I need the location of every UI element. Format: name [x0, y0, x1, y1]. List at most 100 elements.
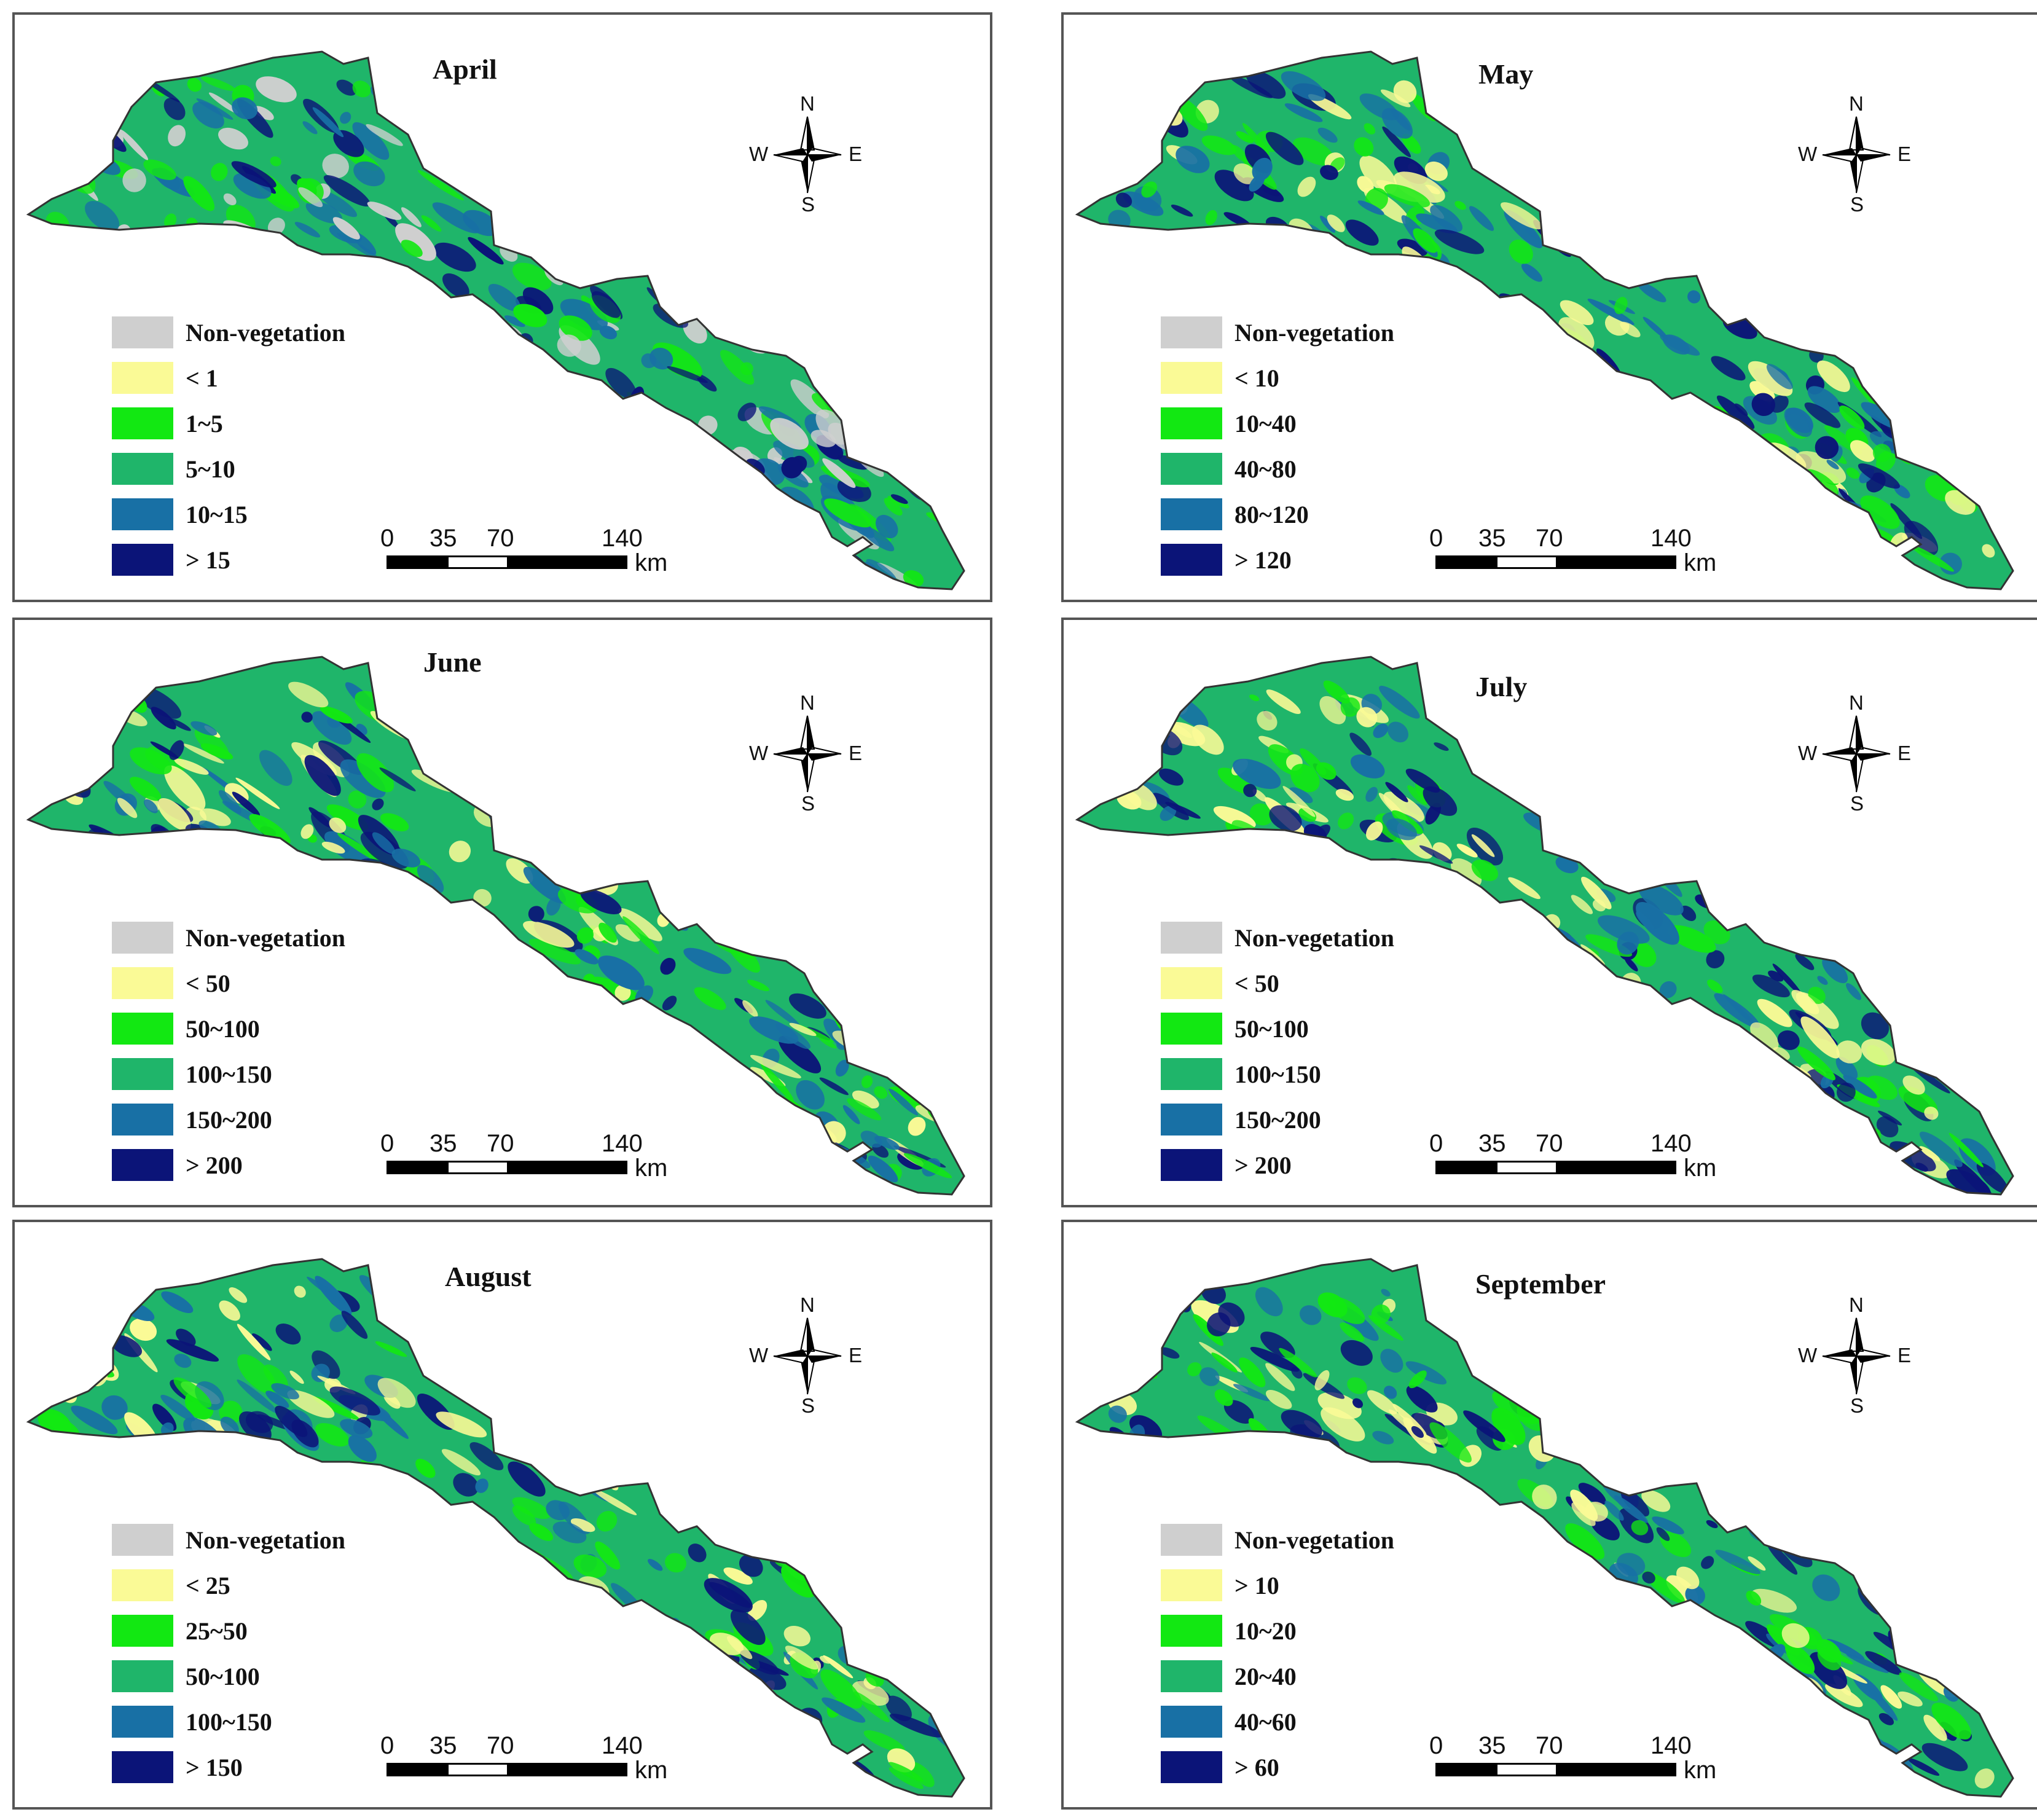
map-patch: [557, 786, 574, 803]
map-patch: [564, 1100, 586, 1117]
map-patch: [597, 825, 643, 857]
map-patch: [387, 330, 426, 347]
map-patch: [1795, 505, 1813, 524]
scale-tick-label: 70: [1536, 525, 1563, 552]
map-patch: [1904, 520, 1939, 555]
map-patch: [1803, 1102, 1827, 1126]
map-patch: [183, 743, 224, 764]
map-patch: [1786, 1644, 1815, 1674]
map-patch: [1689, 1659, 1720, 1682]
map-patch: [1583, 1412, 1623, 1446]
scale-tick-label: 140: [602, 1732, 643, 1759]
legend-label: < 25: [186, 1571, 230, 1599]
map-patch: [63, 1365, 81, 1385]
map-patch: [1603, 1467, 1623, 1481]
map-patch: [737, 402, 756, 422]
map-patch: [112, 1294, 128, 1310]
map-patch: [353, 308, 401, 334]
map-patch: [1545, 995, 1567, 1016]
map-patch: [1265, 131, 1304, 165]
map-patch: [735, 1776, 757, 1794]
map-patch: [743, 1704, 764, 1717]
map-patch: [1811, 1715, 1846, 1752]
map-patch: [300, 824, 314, 839]
map-patch: [1257, 711, 1278, 731]
map-patch: [1595, 1593, 1626, 1612]
map-patch: [1508, 877, 1541, 900]
map-patch: [1233, 268, 1265, 293]
map-patch: [740, 545, 758, 560]
legend-item: 50~100: [1161, 1006, 1394, 1051]
legend-item: < 50: [112, 960, 345, 1006]
map-patch: [1692, 1040, 1722, 1072]
map-patch: [1572, 769, 1588, 779]
map-patch: [1788, 494, 1816, 519]
map-patch: [312, 711, 352, 745]
map-patch: [1767, 1542, 1798, 1575]
map-patch: [1091, 706, 1113, 724]
map-patch: [196, 98, 234, 120]
map-patch: [174, 1354, 192, 1368]
scale-tick-label: 70: [487, 1732, 514, 1759]
compass-west-label: W: [1798, 1344, 1818, 1367]
map-patch: [1165, 802, 1201, 819]
map-patch: [559, 315, 592, 341]
scale-segment: [1496, 1763, 1558, 1776]
map-patch: [1393, 80, 1417, 103]
map-patch: [1588, 420, 1609, 437]
map-patch: [1429, 1422, 1472, 1463]
map-patch: [930, 418, 946, 434]
map-patch: [1979, 435, 2008, 464]
map-patch: [592, 1489, 637, 1515]
map-patch: [232, 97, 258, 120]
map-patch: [752, 488, 774, 508]
map-patch: [1768, 970, 1784, 982]
map-patch: [237, 1354, 277, 1394]
map-patch: [766, 519, 812, 549]
map-legend: Non-vegetation < 50 50~100 100~150 150~200 > …: [1161, 915, 1394, 1188]
map-patch: [302, 121, 318, 135]
legend-item: Non-vegetation: [1161, 310, 1394, 355]
map-patch: [1199, 1367, 1220, 1386]
map-patch: [508, 1461, 546, 1497]
map-patch: [364, 877, 381, 893]
map-patch: [1100, 729, 1115, 747]
map-patch: [1545, 1096, 1578, 1121]
map-patch: [1800, 1123, 1833, 1149]
map-patch: [710, 1695, 735, 1723]
map-patch: [1974, 1768, 1995, 1789]
map-patch: [504, 315, 525, 328]
map-patch: [377, 1378, 416, 1408]
map-patch: [839, 343, 873, 376]
map-patch: [1166, 90, 1188, 102]
map-patch: [1800, 1142, 1849, 1165]
map-patch: [842, 1105, 860, 1124]
map-patch: [1639, 206, 1679, 236]
map-patch: [748, 1776, 775, 1792]
map-patch: [1638, 282, 1666, 302]
map-patch: [655, 1682, 676, 1703]
map-patch: [564, 1684, 602, 1702]
compass-east-label: E: [849, 742, 863, 764]
map-patch: [1617, 932, 1639, 955]
map-patch: [877, 1019, 908, 1046]
map-patch: [1293, 1461, 1309, 1479]
map-patch: [468, 237, 504, 265]
map-patch: [1407, 785, 1427, 806]
legend-swatch: [112, 1660, 173, 1692]
map-patch: [1836, 1040, 1862, 1064]
map-patch: [765, 1000, 801, 1027]
map-patch: [1593, 1635, 1611, 1650]
map-patch: [736, 1755, 763, 1776]
legend-label: Non-vegetation: [186, 1526, 345, 1554]
map-patch: [1338, 812, 1354, 830]
legend-item: 5~10: [112, 446, 345, 492]
map-patch: [1833, 570, 1882, 589]
map-patch: [1643, 316, 1668, 340]
map-patch: [1633, 1603, 1652, 1622]
map-patch: [1115, 761, 1137, 786]
map-patch: [528, 939, 581, 965]
map-patch: [187, 77, 202, 92]
map-patch: [1411, 1426, 1424, 1438]
map-patch: [1233, 1384, 1270, 1402]
